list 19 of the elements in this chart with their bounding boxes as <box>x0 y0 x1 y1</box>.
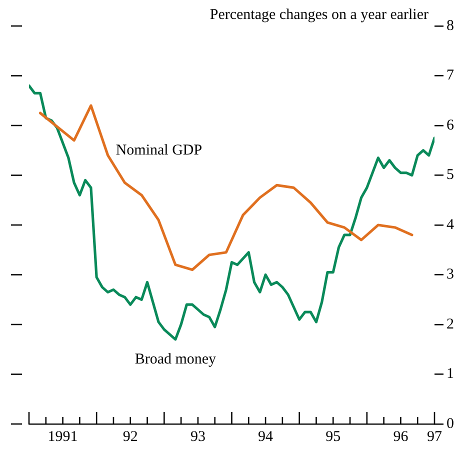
y-tick-label: 4 <box>446 216 454 233</box>
x-tick-label: 1991 <box>48 428 78 445</box>
y-tick-label: 5 <box>446 167 454 184</box>
y-tick-label: 2 <box>446 316 454 332</box>
x-tick-label: 93 <box>190 428 206 445</box>
y-tick-label: 8 <box>446 18 454 34</box>
x-tick-label: 94 <box>258 428 274 445</box>
series-label: Nominal GDP <box>116 142 202 158</box>
x-tick-label: 97 <box>427 428 442 445</box>
y-tick-label: 7 <box>446 68 454 84</box>
y-tick-label: 0 <box>446 416 454 432</box>
x-tick-label: 95 <box>326 428 341 445</box>
y-tick-label: 1 <box>446 366 454 382</box>
y-tick-label: 6 <box>446 117 454 134</box>
y-axis-title: Percentage changes on a year earlier <box>210 6 428 23</box>
y-tick-label: 3 <box>446 266 454 283</box>
x-tick-label: 96 <box>393 428 409 445</box>
x-tick-label: 92 <box>122 428 138 445</box>
series-label: Broad money <box>134 351 217 368</box>
